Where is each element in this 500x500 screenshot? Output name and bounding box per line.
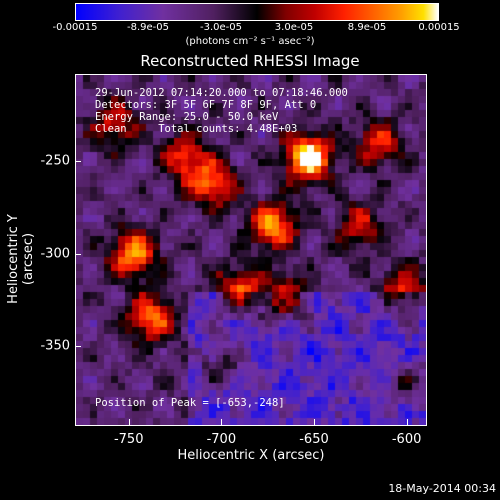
x-tick-label: -650 — [299, 432, 329, 447]
colorbar-units: (photons cm⁻² s⁻¹ asec⁻²) — [185, 36, 315, 47]
x-tick-label: -750 — [113, 432, 144, 447]
footer-timestamp: 18-May-2014 00:34 — [388, 482, 496, 495]
x-tick-mark — [406, 419, 408, 425]
y-tick-mark — [75, 346, 81, 348]
x-tick-mark — [313, 419, 315, 425]
colorbar-tick-label: 0.00015 — [418, 22, 460, 33]
colorbar-tick-label: 8.9e-05 — [347, 22, 387, 33]
heatmap-image — [76, 75, 426, 425]
y-axis-label: Heliocentric Y (arcsec) — [6, 214, 36, 304]
annotation-time-range: 29-Jun-2012 07:14:20.000 to 07:18:46.000 — [95, 87, 348, 99]
x-tick-mark — [221, 419, 223, 425]
colorbar-tick-label: 3.0e-05 — [274, 22, 314, 33]
colorbar — [75, 3, 439, 21]
x-tick-label: -700 — [206, 432, 237, 447]
colorbar-tick-label: -0.00015 — [52, 22, 98, 33]
y-tick-label: -250 — [40, 153, 70, 169]
annotation-peak-position: Position of Peak = [-653,-248] — [95, 397, 285, 409]
colorbar-tick-label: -3.0e-05 — [200, 22, 242, 33]
y-tick-label: -300 — [40, 246, 70, 262]
chart-title: Reconstructed RHESSI Image — [140, 52, 360, 70]
annotation-energy-range: Energy Range: 25.0 - 50.0 keV — [95, 111, 279, 123]
x-axis-label: Heliocentric X (arcsec) — [177, 448, 325, 463]
y-tick-label: -350 — [40, 338, 70, 354]
colorbar-tick-label: -8.9e-05 — [127, 22, 169, 33]
y-tick-mark — [75, 253, 81, 255]
y-tick-mark — [75, 161, 81, 163]
x-tick-mark — [128, 419, 130, 425]
annotation-clean-counts: Clean Total counts: 4.48E+03 — [95, 123, 298, 135]
x-tick-label: -600 — [391, 432, 422, 447]
annotation-detectors: Detectors: 3F 5F 6F 7F 8F 9F, Att 0 — [95, 99, 317, 111]
plot-area: 29-Jun-2012 07:14:20.000 to 07:18:46.000… — [75, 74, 427, 426]
